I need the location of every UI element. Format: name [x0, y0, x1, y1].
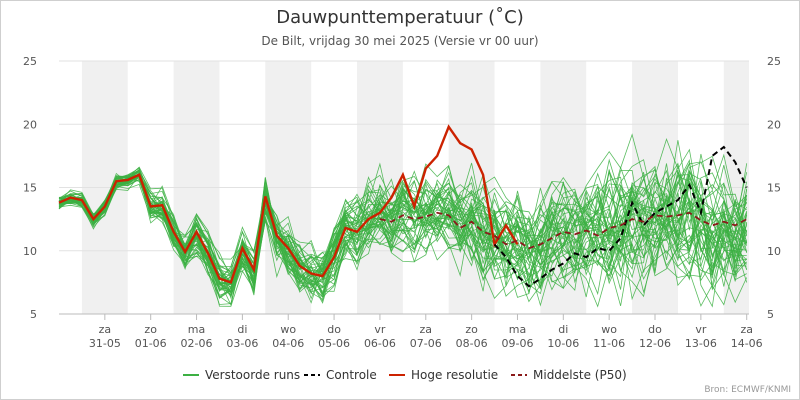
x-tick-day: ma [188, 323, 205, 336]
x-tick-day: za [99, 323, 112, 336]
legend-item-label[interactable]: Hoge resolutie [411, 368, 498, 382]
x-tick-day: wo [601, 323, 617, 336]
ensemble-run-line [58, 163, 748, 288]
y-tick-label-left: 25 [23, 55, 37, 68]
x-tick-date: 31-05 [89, 337, 121, 350]
x-tick-date: 04-06 [272, 337, 304, 350]
x-tick-day: zo [144, 323, 157, 336]
series-line-controle [493, 145, 748, 288]
x-tick-date: 07-06 [410, 337, 442, 350]
y-tick-label-right: 5 [767, 308, 774, 321]
x-tick-date: 09-06 [501, 337, 533, 350]
x-tick-day: vr [695, 323, 707, 336]
ensemble-run-line [58, 173, 748, 272]
series-line-hoge-resolutie [58, 124, 519, 284]
x-tick-date: 06-06 [364, 337, 396, 350]
legend-item-label[interactable]: Controle [326, 368, 377, 382]
x-tick-date: 08-06 [456, 337, 488, 350]
y-tick-label-left: 15 [23, 182, 37, 195]
y-tick-label-right: 10 [767, 245, 781, 258]
y-tick-label-left: 5 [30, 308, 37, 321]
x-tick-date: 02-06 [181, 337, 213, 350]
x-tick-day: do [648, 323, 662, 336]
legend-item-label[interactable]: Verstoorde runs [205, 368, 300, 382]
x-tick-day: di [237, 323, 247, 336]
y-axis-left: 5 10 15 20 25 [23, 55, 37, 321]
x-tick-date: 11-06 [593, 337, 625, 350]
x-tick-day: za [420, 323, 433, 336]
x-tick-day: di [558, 323, 568, 336]
legend[interactable]: Verstoorde runs Controle Hoge resolutie Mid… [183, 368, 627, 382]
series-line-middelste-p50- [379, 211, 748, 250]
ensemble-run-line [58, 162, 748, 286]
x-tick-date: 05-06 [318, 337, 350, 350]
legend-item-label[interactable]: Middelste (P50) [533, 368, 627, 382]
x-tick-date: 13-06 [685, 337, 717, 350]
ensemble-run-line [58, 169, 748, 285]
main-series [58, 124, 748, 288]
x-tick-date: 10-06 [547, 337, 579, 350]
x-tick-day: ma [509, 323, 526, 336]
x-tick-day: wo [280, 323, 296, 336]
y-tick-label-right: 15 [767, 182, 781, 195]
y-tick-label-left: 10 [23, 245, 37, 258]
y-tick-label-right: 25 [767, 55, 781, 68]
x-tick-day: zo [465, 323, 478, 336]
y-tick-label-left: 20 [23, 118, 37, 131]
chart-title: Dauwpunttemperatuur (˚C) [276, 7, 524, 28]
x-tick-day: do [327, 323, 341, 336]
source-credit: Bron: ECMWF/KNMI [704, 385, 791, 395]
ensemble-run-line [58, 162, 748, 298]
chart-subtitle: De Bilt, vrijdag 30 mei 2025 (Versie vr … [261, 34, 539, 48]
ensemble-run-line [58, 173, 747, 305]
x-tick-day: za [740, 323, 753, 336]
ensemble-run-line [58, 163, 748, 289]
x-tick-date: 03-06 [226, 337, 258, 350]
y-tick-label-right: 20 [767, 118, 781, 131]
x-axis: za31-05zo01-06ma02-06di03-06wo04-06do05-… [59, 313, 763, 350]
x-tick-day: vr [374, 323, 386, 336]
y-axis-right: 5 10 15 20 25 [767, 55, 781, 321]
x-tick-date: 12-06 [639, 337, 671, 350]
x-tick-date: 14-06 [731, 337, 763, 350]
x-tick-date: 01-06 [135, 337, 167, 350]
